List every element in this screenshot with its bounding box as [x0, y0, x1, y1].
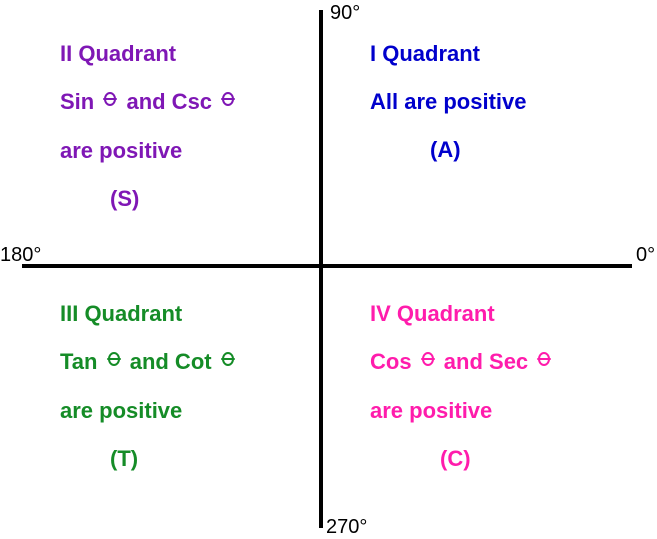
q4-l2-mid: and Sec: [438, 349, 535, 374]
quadrant-1-letter: (A): [370, 126, 630, 174]
x-axis: [22, 264, 632, 268]
quadrant-3-title: III Quadrant: [60, 290, 320, 338]
theta-icon: [220, 79, 236, 127]
quadrant-3-line3: are positive: [60, 387, 320, 435]
quadrant-1-title: I Quadrant: [370, 30, 630, 78]
q2-l2-mid: and Csc: [120, 89, 218, 114]
q3-l2-pre: Tan: [60, 349, 104, 374]
quadrant-1: I Quadrant All are positive (A): [370, 30, 630, 174]
quadrant-3-line2: Tan and Cot: [60, 338, 320, 387]
axis-label-bottom: 270°: [326, 516, 367, 539]
quadrant-4-line3: are positive: [370, 387, 630, 435]
quadrant-2-title: II Quadrant: [60, 30, 320, 78]
q4-l2-pre: Cos: [370, 349, 418, 374]
theta-icon: [102, 79, 118, 127]
axis-label-left: 180°: [0, 244, 41, 267]
quadrant-1-line2-pre: All are positive: [370, 89, 527, 114]
quadrant-1-line2: All are positive: [370, 78, 630, 126]
quadrant-4-letter: (C): [370, 435, 630, 483]
theta-icon: [420, 339, 436, 387]
quadrant-3: III Quadrant Tan and Cot are positive (T…: [60, 290, 320, 483]
theta-icon: [106, 339, 122, 387]
quadrant-2-line3: are positive: [60, 127, 320, 175]
axis-label-top: 90°: [330, 2, 360, 25]
quadrant-2-letter: (S): [60, 175, 320, 223]
quadrant-4-title: IV Quadrant: [370, 290, 630, 338]
quadrant-2-line2: Sin and Csc: [60, 78, 320, 127]
quadrant-4-line2: Cos and Sec: [370, 338, 630, 387]
quadrant-3-letter: (T): [60, 435, 320, 483]
axis-label-right: 0°: [636, 244, 655, 267]
q2-l2-pre: Sin: [60, 89, 100, 114]
theta-icon: [220, 339, 236, 387]
theta-icon: [536, 339, 552, 387]
quadrant-4: IV Quadrant Cos and Sec are positive (C): [370, 290, 630, 483]
q3-l2-mid: and Cot: [124, 349, 218, 374]
quadrant-2: II Quadrant Sin and Csc are positive (S): [60, 30, 320, 223]
